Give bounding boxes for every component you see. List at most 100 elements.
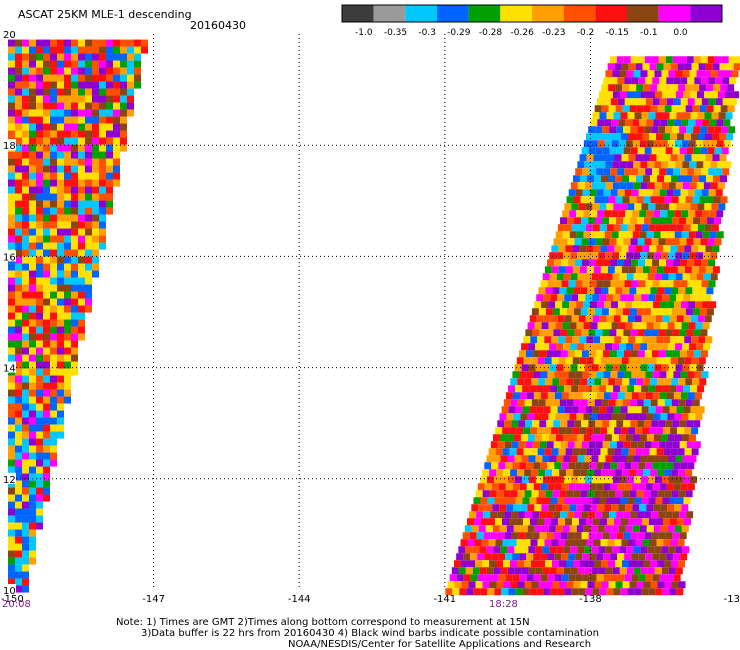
heatmap-cell xyxy=(120,46,127,54)
heatmap-cell xyxy=(50,228,57,236)
heatmap-cell xyxy=(106,165,113,173)
heatmap-cell xyxy=(78,200,85,208)
heatmap-cell xyxy=(571,224,579,232)
heatmap-cell xyxy=(43,326,50,334)
heatmap-cell xyxy=(564,224,572,232)
heatmap-cell xyxy=(15,571,22,579)
heatmap-cell xyxy=(8,130,15,138)
heatmap-cell xyxy=(682,343,690,351)
heatmap-cell xyxy=(521,567,529,575)
heatmap-cell xyxy=(729,98,737,106)
heatmap-cell xyxy=(582,371,590,379)
heatmap-cell xyxy=(493,546,501,554)
heatmap-cell xyxy=(521,455,529,463)
heatmap-cell xyxy=(8,67,15,75)
heatmap-cell xyxy=(630,147,638,155)
heatmap-cell xyxy=(608,378,616,386)
heatmap-cell xyxy=(670,154,678,162)
heatmap-cell xyxy=(610,98,618,106)
heatmap-cell xyxy=(670,266,678,274)
heatmap-cell xyxy=(540,483,548,491)
heatmap-cell xyxy=(29,361,36,369)
heatmap-cell xyxy=(591,343,599,351)
heatmap-cell xyxy=(703,161,711,169)
heatmap-cell xyxy=(671,378,679,386)
heatmap-cell xyxy=(521,476,529,484)
heatmap-cell xyxy=(653,525,661,533)
heatmap-cell xyxy=(15,207,22,215)
heatmap-cell xyxy=(548,301,556,309)
heatmap-cell xyxy=(640,70,648,78)
heatmap-cell xyxy=(688,434,696,442)
heatmap-cell xyxy=(618,119,626,127)
heatmap-cell xyxy=(57,340,64,348)
heatmap-cell xyxy=(644,532,652,540)
heatmap-cell xyxy=(78,102,85,110)
heatmap-cell xyxy=(546,329,554,337)
heatmap-cell xyxy=(64,305,71,313)
heatmap-cell xyxy=(507,476,515,484)
heatmap-cell xyxy=(634,518,642,526)
heatmap-cell xyxy=(29,179,36,187)
heatmap-cell xyxy=(627,406,635,414)
heatmap-cell xyxy=(609,420,617,428)
heatmap-cell xyxy=(549,252,557,260)
heatmap-cell xyxy=(71,137,78,145)
heatmap-cell xyxy=(614,266,622,274)
heatmap-cell xyxy=(15,480,22,488)
heatmap-cell xyxy=(603,280,611,288)
colorbar-label: -0.29 xyxy=(447,28,471,38)
heatmap-cell xyxy=(633,364,641,372)
heatmap-cell xyxy=(634,224,642,232)
heatmap-cell xyxy=(527,322,535,330)
heatmap-cell xyxy=(680,77,688,85)
heatmap-cell xyxy=(623,532,631,540)
heatmap-cell xyxy=(533,392,541,400)
heatmap-cell xyxy=(650,399,658,407)
heatmap-cell xyxy=(685,378,693,386)
heatmap-cell xyxy=(71,347,78,355)
heatmap-cell xyxy=(580,287,588,295)
heatmap-cell xyxy=(723,119,731,127)
heatmap-cell xyxy=(691,448,699,456)
heatmap-cell xyxy=(29,410,36,418)
x-tick-label: -147 xyxy=(142,594,165,605)
heatmap-cell xyxy=(649,336,657,344)
heatmap-cell xyxy=(613,224,621,232)
heatmap-cell xyxy=(78,144,85,152)
heatmap-cell xyxy=(15,403,22,411)
heatmap-cell xyxy=(500,567,508,575)
heatmap-cell xyxy=(627,112,635,120)
heatmap-cell xyxy=(698,154,706,162)
heatmap-cell xyxy=(64,102,71,110)
heatmap-cell xyxy=(559,308,567,316)
heatmap-cell xyxy=(615,581,623,589)
heatmap-cell xyxy=(43,438,50,446)
heatmap-cell xyxy=(646,301,654,309)
heatmap-cell xyxy=(22,305,29,313)
heatmap-cell xyxy=(689,273,697,281)
heatmap-cell xyxy=(22,578,29,586)
heatmap-cell xyxy=(50,81,57,89)
heatmap-cell xyxy=(134,67,141,75)
heatmap-cell xyxy=(725,112,733,120)
heatmap-cell xyxy=(704,203,712,211)
heatmap-cell xyxy=(57,291,64,299)
heatmap-cell xyxy=(621,427,629,435)
heatmap-cell xyxy=(513,504,521,512)
heatmap-cell xyxy=(22,557,29,565)
heatmap-cell xyxy=(71,333,78,341)
heatmap-cell xyxy=(8,179,15,187)
heatmap-cell xyxy=(29,137,36,145)
heatmap-cell xyxy=(557,385,565,393)
heatmap-cell xyxy=(22,207,29,215)
heatmap-cell xyxy=(659,574,667,582)
heatmap-cell xyxy=(644,350,652,358)
heatmap-cell xyxy=(670,63,678,71)
heatmap-cell xyxy=(71,298,78,306)
heatmap-cell xyxy=(640,273,648,281)
heatmap-cell xyxy=(50,95,57,103)
heatmap-cell xyxy=(641,224,649,232)
heatmap-cell xyxy=(661,343,669,351)
heatmap-cell xyxy=(43,473,50,481)
